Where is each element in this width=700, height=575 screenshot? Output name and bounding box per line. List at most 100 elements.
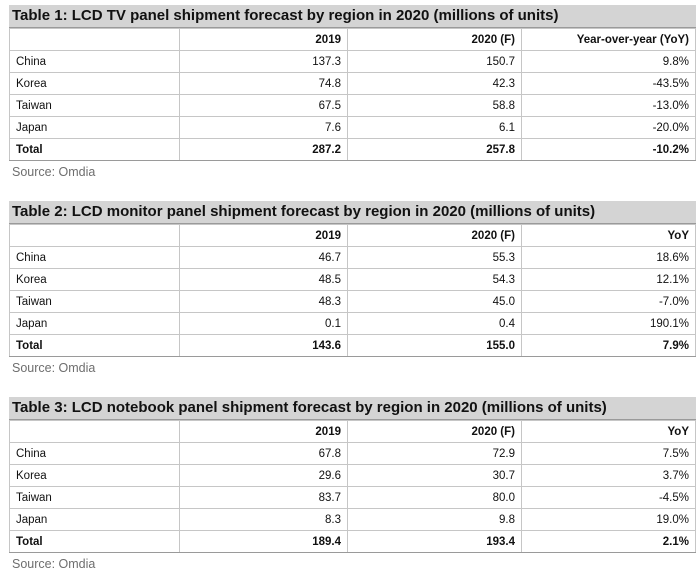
table-2-header-row: 2019 2020 (F) YoY xyxy=(9,224,696,247)
region-cell: Korea xyxy=(9,464,180,487)
total-2019-cell: 287.2 xyxy=(179,138,348,161)
header-cell-yoy: YoY xyxy=(521,420,696,443)
table-3-source: Source: Omdia xyxy=(12,557,96,571)
table-row: Japan 7.6 6.1 -20.0% xyxy=(9,116,696,139)
value-2019-cell: 74.8 xyxy=(179,72,348,95)
table-row: China 46.7 55.3 18.6% xyxy=(9,246,696,269)
total-2019-cell: 143.6 xyxy=(179,334,348,357)
total-2020-cell: 193.4 xyxy=(347,530,522,553)
total-yoy-cell: 7.9% xyxy=(521,334,696,357)
yoy-cell: 3.7% xyxy=(521,464,696,487)
region-cell: Japan xyxy=(9,312,180,335)
table-2-title: Table 2: LCD monitor panel shipment fore… xyxy=(9,201,696,224)
value-2019-cell: 29.6 xyxy=(179,464,348,487)
region-cell: Taiwan xyxy=(9,94,180,117)
value-2019-cell: 46.7 xyxy=(179,246,348,269)
table-row: Taiwan 83.7 80.0 -4.5% xyxy=(9,486,696,509)
yoy-cell: -43.5% xyxy=(521,72,696,95)
value-2019-cell: 67.5 xyxy=(179,94,348,117)
total-label-cell: Total xyxy=(9,138,180,161)
value-2019-cell: 0.1 xyxy=(179,312,348,335)
total-2020-cell: 155.0 xyxy=(347,334,522,357)
region-cell: China xyxy=(9,246,180,269)
yoy-cell: 190.1% xyxy=(521,312,696,335)
table-row: China 67.8 72.9 7.5% xyxy=(9,442,696,465)
header-cell-2019: 2019 xyxy=(179,28,348,51)
value-2020-cell: 55.3 xyxy=(347,246,522,269)
table-1-block: Table 1: LCD TV panel shipment forecast … xyxy=(9,5,696,183)
table-3-title: Table 3: LCD notebook panel shipment for… xyxy=(9,397,696,420)
yoy-cell: -7.0% xyxy=(521,290,696,313)
value-2020-cell: 80.0 xyxy=(347,486,522,509)
header-cell xyxy=(9,420,180,443)
header-cell xyxy=(9,28,180,51)
yoy-cell: 7.5% xyxy=(521,442,696,465)
total-yoy-cell: -10.2% xyxy=(521,138,696,161)
region-cell: Taiwan xyxy=(9,486,180,509)
value-2020-cell: 45.0 xyxy=(347,290,522,313)
total-yoy-cell: 2.1% xyxy=(521,530,696,553)
table-2: 2019 2020 (F) YoY China 46.7 55.3 18.6% … xyxy=(9,224,696,357)
header-cell-2020: 2020 (F) xyxy=(347,28,522,51)
value-2019-cell: 48.3 xyxy=(179,290,348,313)
yoy-cell: 18.6% xyxy=(521,246,696,269)
value-2020-cell: 9.8 xyxy=(347,508,522,531)
region-cell: Korea xyxy=(9,268,180,291)
value-2019-cell: 137.3 xyxy=(179,50,348,73)
value-2020-cell: 30.7 xyxy=(347,464,522,487)
header-cell-2019: 2019 xyxy=(179,420,348,443)
value-2019-cell: 67.8 xyxy=(179,442,348,465)
table-row: China 137.3 150.7 9.8% xyxy=(9,50,696,73)
table-1-title: Table 1: LCD TV panel shipment forecast … xyxy=(9,5,696,28)
table-row: Taiwan 67.5 58.8 -13.0% xyxy=(9,94,696,117)
total-2020-cell: 257.8 xyxy=(347,138,522,161)
table-1-header-row: 2019 2020 (F) Year-over-year (YoY) xyxy=(9,28,696,51)
value-2019-cell: 8.3 xyxy=(179,508,348,531)
table-total-row: Total 189.4 193.4 2.1% xyxy=(9,530,696,553)
region-cell: Japan xyxy=(9,116,180,139)
header-cell xyxy=(9,224,180,247)
total-2019-cell: 189.4 xyxy=(179,530,348,553)
table-2-source: Source: Omdia xyxy=(12,361,96,375)
table-1: 2019 2020 (F) Year-over-year (YoY) China… xyxy=(9,28,696,161)
table-row: Korea 48.5 54.3 12.1% xyxy=(9,268,696,291)
header-cell-2020: 2020 (F) xyxy=(347,224,522,247)
region-cell: China xyxy=(9,442,180,465)
yoy-cell: -4.5% xyxy=(521,486,696,509)
value-2019-cell: 48.5 xyxy=(179,268,348,291)
region-cell: Korea xyxy=(9,72,180,95)
value-2020-cell: 150.7 xyxy=(347,50,522,73)
table-total-row: Total 143.6 155.0 7.9% xyxy=(9,334,696,357)
table-row: Korea 74.8 42.3 -43.5% xyxy=(9,72,696,95)
total-label-cell: Total xyxy=(9,530,180,553)
header-cell-yoy: YoY xyxy=(521,224,696,247)
table-row: Japan 8.3 9.8 19.0% xyxy=(9,508,696,531)
value-2020-cell: 6.1 xyxy=(347,116,522,139)
value-2020-cell: 58.8 xyxy=(347,94,522,117)
table-row: Japan 0.1 0.4 190.1% xyxy=(9,312,696,335)
table-2-block: Table 2: LCD monitor panel shipment fore… xyxy=(9,201,696,379)
yoy-cell: -20.0% xyxy=(521,116,696,139)
table-3-block: Table 3: LCD notebook panel shipment for… xyxy=(9,397,696,575)
yoy-cell: 12.1% xyxy=(521,268,696,291)
value-2019-cell: 7.6 xyxy=(179,116,348,139)
value-2020-cell: 72.9 xyxy=(347,442,522,465)
region-cell: Japan xyxy=(9,508,180,531)
table-3: 2019 2020 (F) YoY China 67.8 72.9 7.5% K… xyxy=(9,420,696,553)
total-label-cell: Total xyxy=(9,334,180,357)
table-row: Korea 29.6 30.7 3.7% xyxy=(9,464,696,487)
table-row: Taiwan 48.3 45.0 -7.0% xyxy=(9,290,696,313)
value-2020-cell: 42.3 xyxy=(347,72,522,95)
header-cell-2019: 2019 xyxy=(179,224,348,247)
header-cell-2020: 2020 (F) xyxy=(347,420,522,443)
region-cell: Taiwan xyxy=(9,290,180,313)
yoy-cell: -13.0% xyxy=(521,94,696,117)
region-cell: China xyxy=(9,50,180,73)
table-3-header-row: 2019 2020 (F) YoY xyxy=(9,420,696,443)
table-1-source: Source: Omdia xyxy=(12,165,96,179)
yoy-cell: 9.8% xyxy=(521,50,696,73)
header-cell-yoy: Year-over-year (YoY) xyxy=(521,28,696,51)
table-total-row: Total 287.2 257.8 -10.2% xyxy=(9,138,696,161)
value-2020-cell: 0.4 xyxy=(347,312,522,335)
yoy-cell: 19.0% xyxy=(521,508,696,531)
